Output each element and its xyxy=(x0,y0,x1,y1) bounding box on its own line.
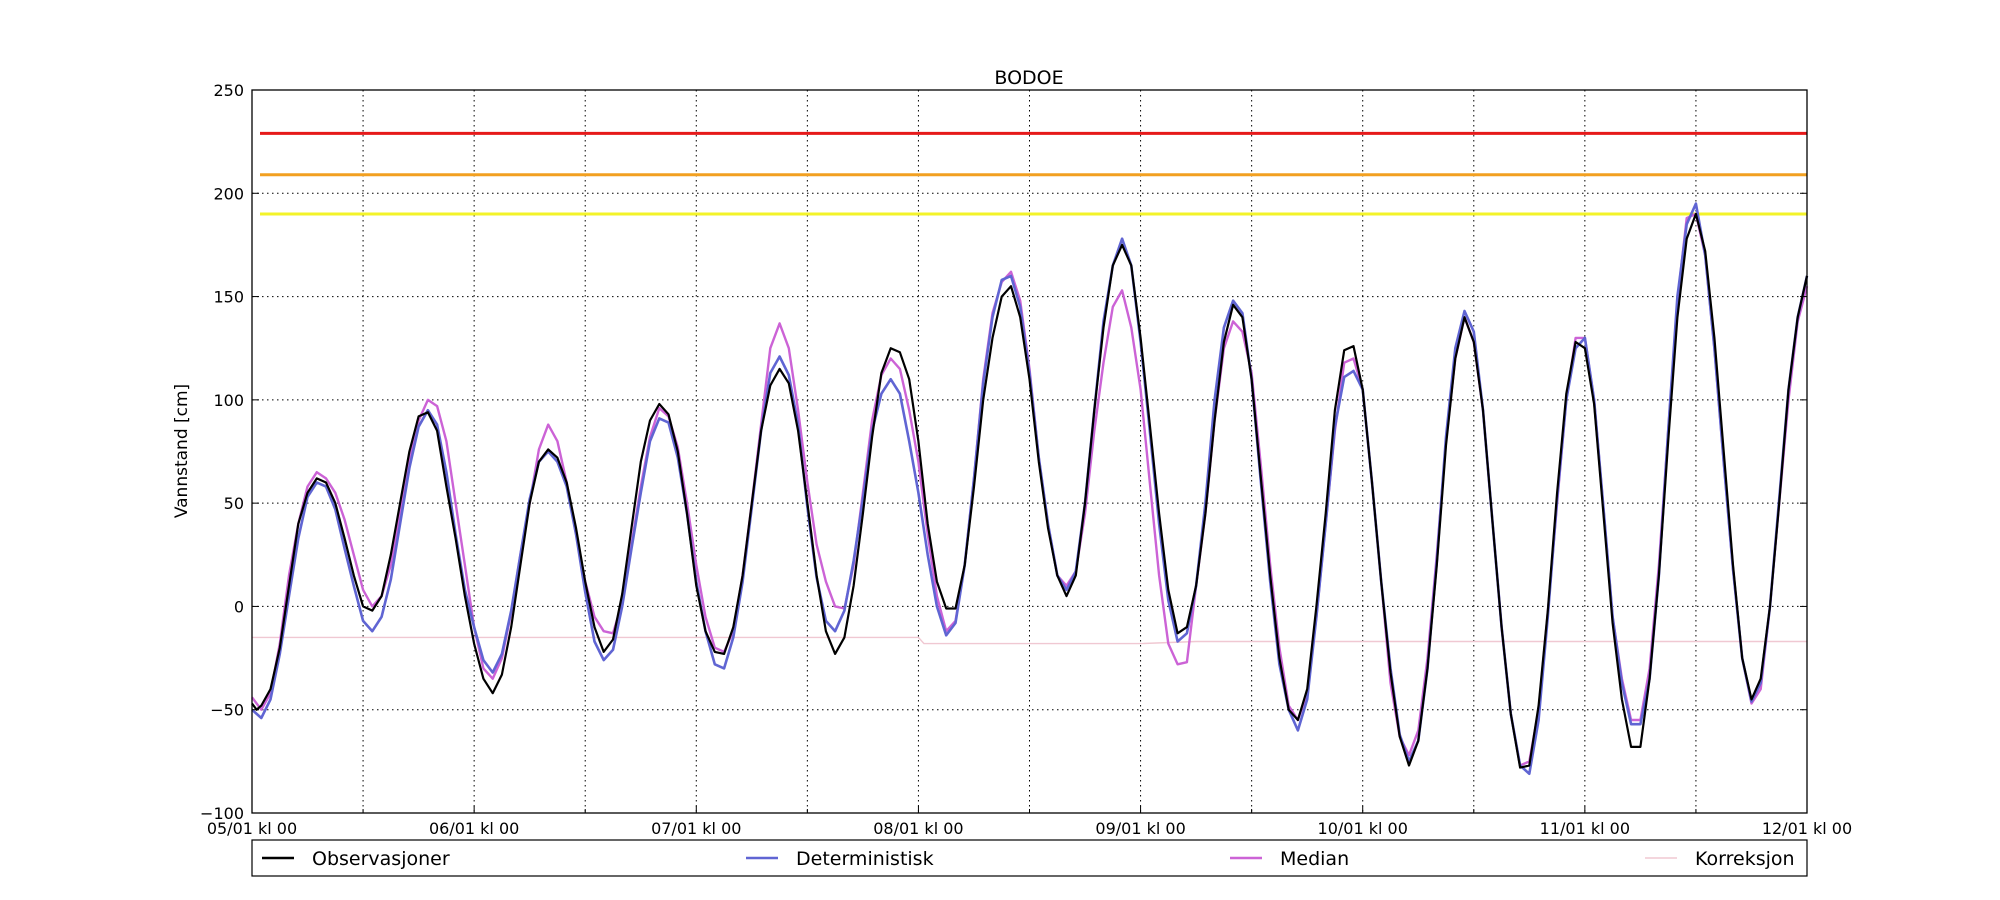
legend-frame xyxy=(251,839,1808,877)
y-tick-label: 200 xyxy=(213,184,244,203)
y-tick-label: 250 xyxy=(213,81,244,100)
threshold-lines xyxy=(260,131,1807,216)
x-tick-label: 05/01 kl 00 xyxy=(207,819,297,838)
series-line-korreksjon xyxy=(252,636,1807,645)
y-axis-label: Vannstand [cm] xyxy=(172,384,192,518)
x-tick-label: 11/01 kl 00 xyxy=(1540,819,1630,838)
y-tick-label: 150 xyxy=(213,288,244,307)
y-tick-label: 0 xyxy=(234,597,244,616)
legend-label: Observasjoner xyxy=(312,848,450,870)
series-layer xyxy=(251,202,1809,776)
x-tick-label: 09/01 kl 00 xyxy=(1095,819,1185,838)
x-tick-label: 08/01 kl 00 xyxy=(873,819,963,838)
axis-ticks: −100 −50 0 50 100 150 200 250 05/01 kl 00 06/01 k… xyxy=(200,81,1852,838)
legend: Observasjoner Deterministisk Median Korreks… xyxy=(251,839,1808,877)
y-tick-label: −50 xyxy=(210,701,244,720)
series-line-observasjoner xyxy=(251,212,1809,769)
legend-label: Median xyxy=(1280,848,1349,870)
x-tick-label: 07/01 kl 00 xyxy=(651,819,741,838)
y-tick-label: 50 xyxy=(224,494,244,513)
legend-label: Korreksjon xyxy=(1695,848,1795,870)
legend-label: Deterministisk xyxy=(796,848,934,870)
x-tick-label: 06/01 kl 00 xyxy=(429,819,519,838)
y-tick-label: −100 xyxy=(200,804,244,823)
chart-title: BODOE xyxy=(994,67,1063,89)
x-tick-label: 12/01 kl 00 xyxy=(1762,819,1852,838)
y-tick-label: 100 xyxy=(213,391,244,410)
x-tick-label: 10/01 kl 00 xyxy=(1318,819,1408,838)
